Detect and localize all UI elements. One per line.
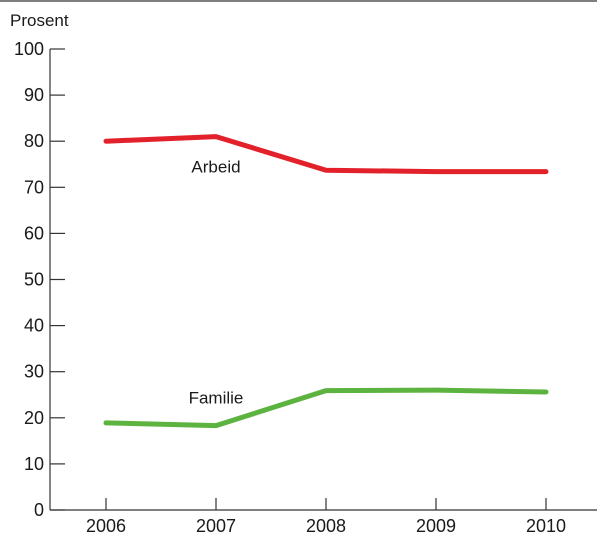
axes: 0 10 20 30 40 50 60 70 80 90 100 2006 2007 2008 2009 20… <box>14 39 597 536</box>
series-label-familie: Familie <box>189 389 244 408</box>
y-tick-label: 50 <box>24 270 44 290</box>
series-label-arbeid: Arbeid <box>191 158 240 177</box>
series-layer <box>103 134 549 429</box>
y-tick-label: 20 <box>24 408 44 428</box>
y-tick-label: 10 <box>24 454 44 474</box>
x-tick-label: 2010 <box>526 516 566 536</box>
y-tick-label: 70 <box>24 177 44 197</box>
series-line-familie <box>103 387 549 429</box>
x-tick-label: 2007 <box>196 516 236 536</box>
x-tick-label: 2009 <box>416 516 456 536</box>
y-tick-label: 30 <box>24 362 44 382</box>
series-labels: Arbeid Familie <box>189 158 244 408</box>
y-tick-label: 90 <box>24 85 44 105</box>
series-line-arbeid <box>103 134 549 175</box>
y-tick-label: 40 <box>24 316 44 336</box>
x-tick-label: 2006 <box>86 516 126 536</box>
y-tick-label: 60 <box>24 223 44 243</box>
y-tick-label: 80 <box>24 131 44 151</box>
y-tick-label: 100 <box>14 39 44 59</box>
y-axis-label: Prosent <box>10 11 69 30</box>
y-tick-label: 0 <box>34 500 44 520</box>
x-tick-label: 2008 <box>306 516 346 536</box>
